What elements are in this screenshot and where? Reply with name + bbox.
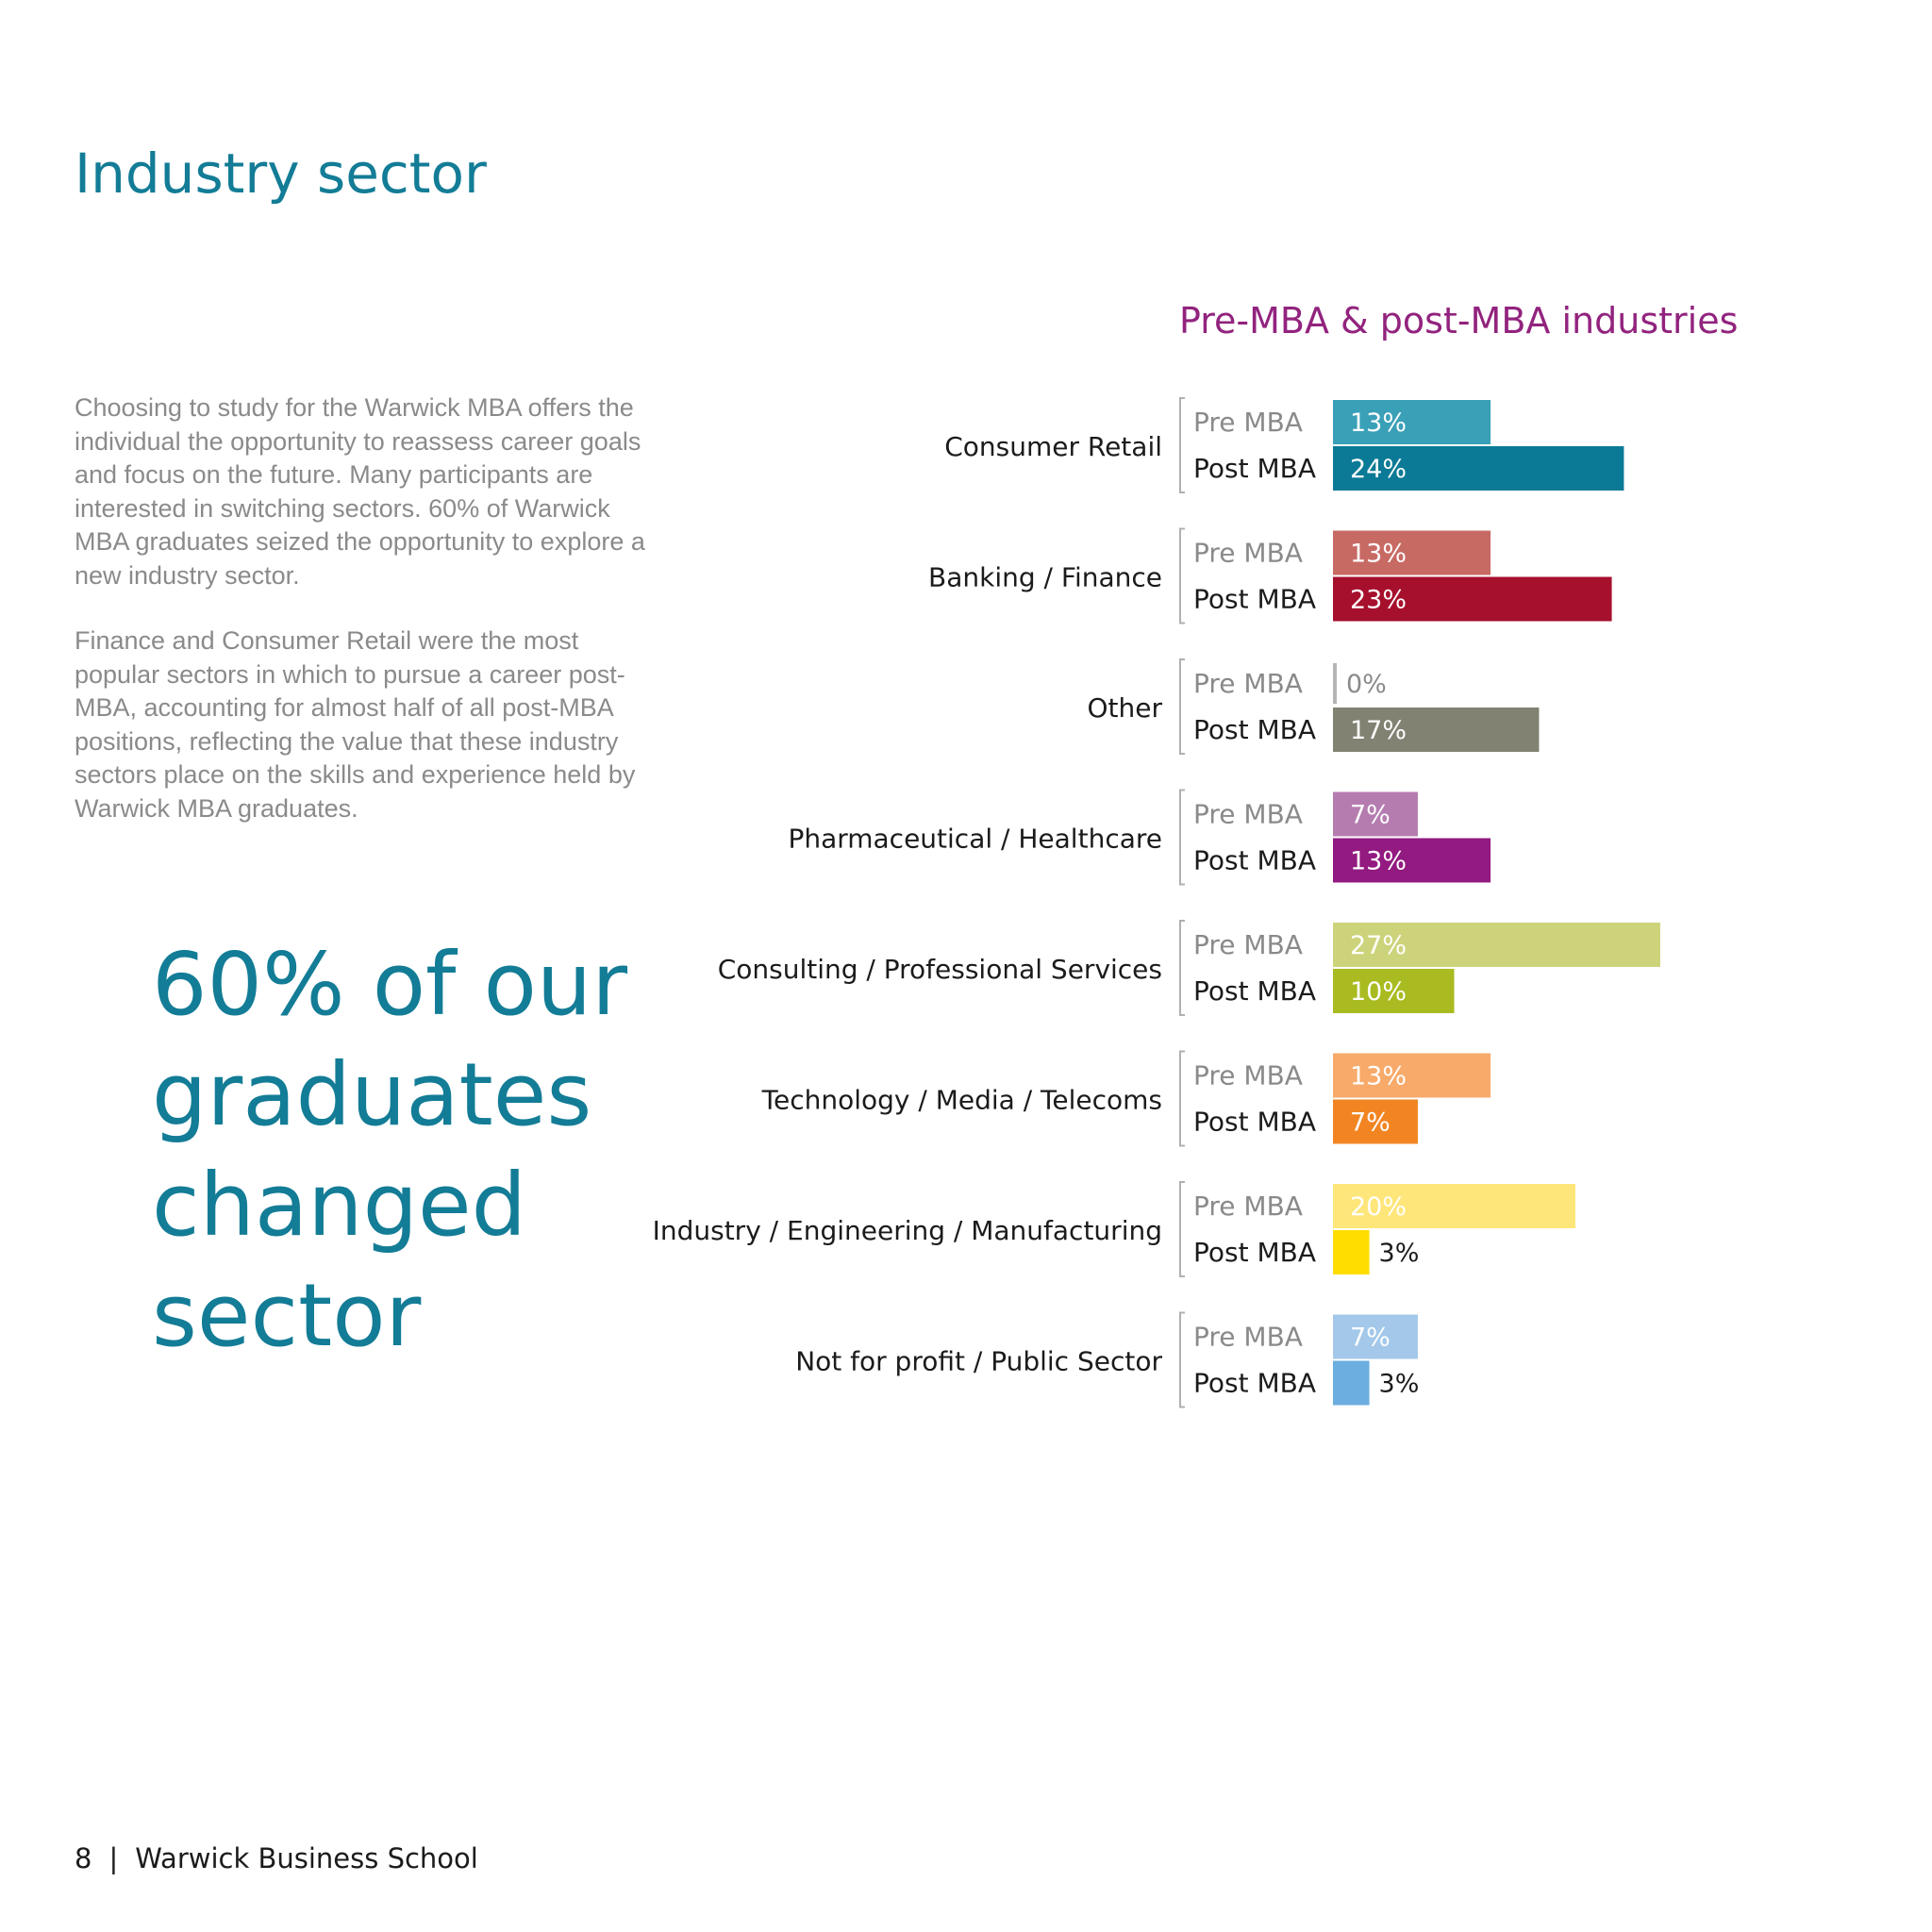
category-label: Consulting / Professional Services (718, 954, 1162, 985)
group-bracket (1179, 658, 1185, 755)
pre-mba-bar (1333, 1314, 1418, 1359)
page-title: Industry sector (75, 142, 487, 206)
footer: 8 | Warwick Business School (75, 1842, 478, 1874)
intro-paragraph-1: Choosing to study for the Warwick MBA of… (75, 393, 645, 590)
pre-mba-bar (1333, 1184, 1575, 1228)
post-mba-bar (1333, 1230, 1370, 1274)
category-label: Banking / Finance (928, 562, 1162, 593)
pre-mba-label: Pre MBA (1193, 929, 1303, 960)
group-bracket (1179, 920, 1185, 1016)
group-bracket (1179, 1311, 1185, 1408)
category-label: Pharmaceutical / Healthcare (788, 824, 1162, 855)
group-bracket (1179, 789, 1185, 886)
quote-line-3: changed (152, 1155, 526, 1256)
intro-text: Choosing to study for the Warwick MBA of… (75, 391, 659, 858)
pre-mba-label: Pre MBA (1193, 1322, 1303, 1353)
pre-mba-label: Pre MBA (1193, 1060, 1303, 1091)
chart-title: Pre-MBA & post-MBA industries (1179, 300, 1739, 341)
category-label: Other (1087, 692, 1162, 724)
post-mba-bar (1333, 446, 1624, 491)
pre-mba-bar (1333, 530, 1491, 575)
post-mba-label: Post MBA (1193, 975, 1316, 1007)
post-mba-value-label: 3% (1379, 1239, 1420, 1268)
pre-mba-bar (1333, 791, 1418, 837)
post-mba-value-label: 13% (1350, 847, 1407, 876)
category-label: Industry / Engineering / Manufacturing (653, 1215, 1162, 1246)
pre-mba-value-label: 20% (1350, 1192, 1407, 1222)
category-label: Not for profit / Public Sector (795, 1346, 1162, 1377)
pre-mba-label: Pre MBA (1193, 538, 1303, 569)
post-mba-label: Post MBA (1193, 584, 1316, 615)
post-mba-value-label: 3% (1379, 1370, 1420, 1399)
post-mba-label: Post MBA (1193, 1368, 1316, 1399)
highlight-quote: 60% of our graduates changed sector (152, 929, 642, 1371)
pre-mba-bar (1333, 923, 1660, 967)
pre-mba-value-label: 0% (1346, 670, 1387, 699)
pre-mba-value-label: 7% (1350, 1324, 1391, 1353)
pre-mba-value-label: 13% (1350, 540, 1407, 569)
pre-mba-label: Pre MBA (1193, 1191, 1303, 1222)
post-mba-bar (1333, 1360, 1370, 1406)
category-label: Technology / Media / Telecoms (761, 1085, 1162, 1116)
pre-mba-value-label: 27% (1350, 931, 1407, 960)
group-bracket (1179, 527, 1185, 625)
post-mba-bar (1333, 576, 1612, 622)
footer-separator: | (108, 1842, 119, 1874)
post-mba-value-label: 7% (1350, 1108, 1391, 1138)
post-mba-value-label: 24% (1350, 455, 1407, 484)
page-number: 8 (75, 1842, 92, 1874)
post-mba-label: Post MBA (1193, 1107, 1316, 1138)
group-bracket (1179, 1050, 1185, 1147)
post-mba-bar (1333, 1099, 1418, 1144)
pre-mba-label: Pre MBA (1193, 799, 1303, 830)
pre-mba-bar (1333, 400, 1491, 444)
post-mba-label: Post MBA (1193, 1237, 1316, 1268)
pre-mba-label: Pre MBA (1193, 668, 1303, 699)
category-label: Consumer Retail (944, 431, 1162, 462)
pre-mba-bar (1333, 663, 1337, 704)
post-mba-bar (1333, 708, 1540, 752)
quote-line-4: sector (152, 1265, 422, 1366)
post-mba-label: Post MBA (1193, 845, 1316, 876)
post-mba-bar (1333, 838, 1491, 883)
post-mba-value-label: 10% (1350, 977, 1407, 1007)
post-mba-value-label: 23% (1350, 586, 1407, 615)
intro-paragraph-2: Finance and Consumer Retail were the mos… (75, 626, 636, 823)
pre-mba-bar (1333, 1053, 1491, 1098)
post-mba-bar (1333, 969, 1455, 1013)
pre-mba-value-label: 7% (1350, 801, 1391, 830)
pre-mba-value-label: 13% (1350, 408, 1407, 438)
group-bracket (1179, 397, 1185, 493)
post-mba-label: Post MBA (1193, 714, 1316, 745)
post-mba-label: Post MBA (1193, 453, 1316, 484)
pre-mba-value-label: 13% (1350, 1062, 1407, 1091)
quote-line-2: graduates (152, 1044, 592, 1145)
pre-mba-label: Pre MBA (1193, 407, 1303, 438)
post-mba-value-label: 17% (1350, 716, 1407, 745)
footer-publisher: Warwick Business School (135, 1842, 478, 1874)
group-bracket (1179, 1181, 1185, 1277)
quote-line-1: 60% of our (152, 934, 628, 1035)
